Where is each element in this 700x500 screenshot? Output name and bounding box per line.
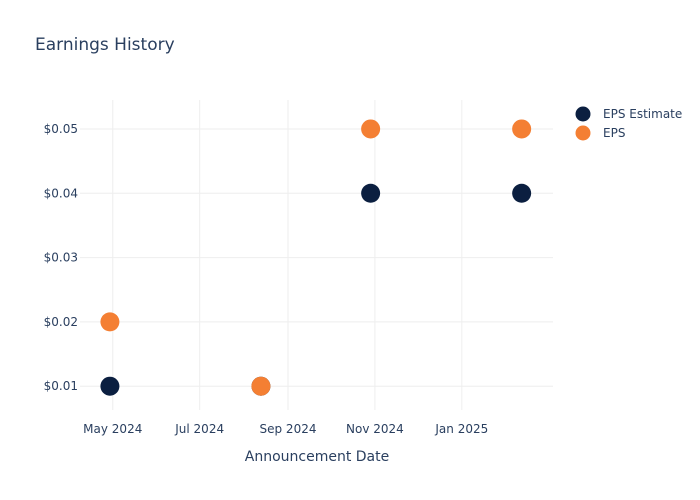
y-tick-label: $0.04 <box>44 186 78 200</box>
eps-estimate-point[interactable] <box>100 376 120 396</box>
y-tick-label: $0.03 <box>44 251 78 265</box>
eps-point[interactable] <box>361 119 381 139</box>
x-tick-label: Jan 2025 <box>434 422 488 436</box>
y-tick-label: $0.01 <box>44 379 78 393</box>
legend-eps-estimate-marker <box>575 106 591 122</box>
x-tick-label: Sep 2024 <box>260 422 317 436</box>
data-points <box>100 119 532 396</box>
x-axis-ticks: May 2024 Jul 2024 Sep 2024 Nov 2024 Jan 2025 <box>83 422 488 436</box>
eps-point[interactable] <box>251 376 271 396</box>
eps-estimate-point[interactable] <box>512 183 532 203</box>
x-tick-label: Nov 2024 <box>346 422 404 436</box>
legend-eps-label[interactable]: EPS <box>603 126 625 140</box>
y-axis-ticks: $0.01 $0.02 $0.03 $0.04 $0.05 <box>44 122 78 393</box>
x-tick-label: May 2024 <box>83 422 142 436</box>
x-axis-title: Announcement Date <box>245 449 389 465</box>
x-tick-label: Jul 2024 <box>174 422 224 436</box>
grid-layer <box>80 100 553 410</box>
eps-point[interactable] <box>512 119 532 139</box>
y-tick-label: $0.02 <box>44 315 78 329</box>
chart-title: Earnings History <box>35 35 175 55</box>
legend[interactable]: EPS Estimate EPS <box>575 106 683 141</box>
legend-eps-estimate-label[interactable]: EPS Estimate <box>603 107 682 121</box>
eps-estimate-point[interactable] <box>361 183 381 203</box>
y-tick-label: $0.05 <box>44 122 78 136</box>
eps-point[interactable] <box>100 312 120 332</box>
legend-eps-marker <box>575 125 591 141</box>
